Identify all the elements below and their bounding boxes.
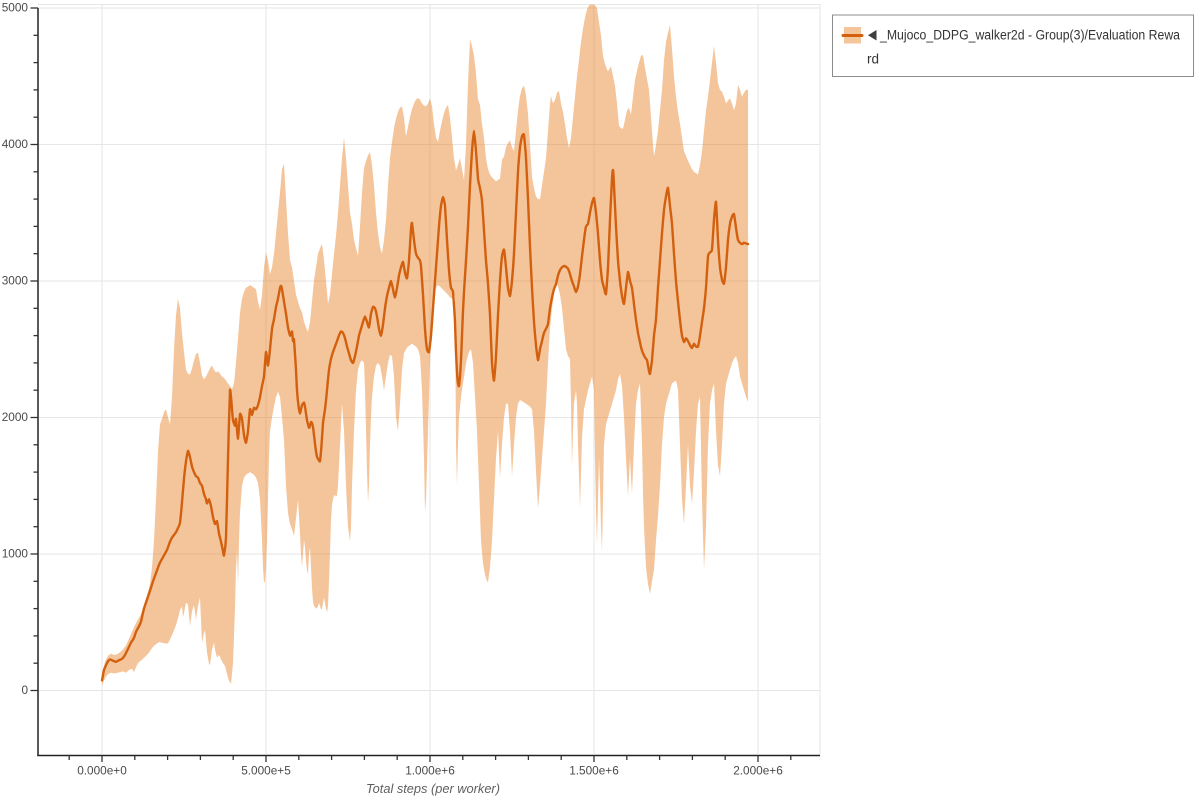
svg-text:0.000e+0: 0.000e+0: [77, 764, 127, 778]
svg-text:2000: 2000: [2, 410, 29, 424]
svg-text:1.500e+6: 1.500e+6: [569, 764, 619, 778]
svg-text:3000: 3000: [2, 274, 29, 288]
svg-text:4000: 4000: [2, 137, 29, 151]
svg-text:_Mujoco_DDPG_walker2d - Group(: _Mujoco_DDPG_walker2d - Group(3)/Evaluat…: [879, 28, 1180, 43]
svg-text:1000: 1000: [2, 547, 29, 561]
svg-text:1.000e+6: 1.000e+6: [405, 764, 455, 778]
svg-text:Total steps (per worker): Total steps (per worker): [366, 781, 500, 796]
svg-text:5000: 5000: [2, 1, 29, 15]
svg-text:5.000e+5: 5.000e+5: [241, 764, 291, 778]
svg-text:rd: rd: [867, 52, 879, 67]
svg-text:0: 0: [21, 683, 28, 697]
svg-text:2.000e+6: 2.000e+6: [733, 764, 783, 778]
